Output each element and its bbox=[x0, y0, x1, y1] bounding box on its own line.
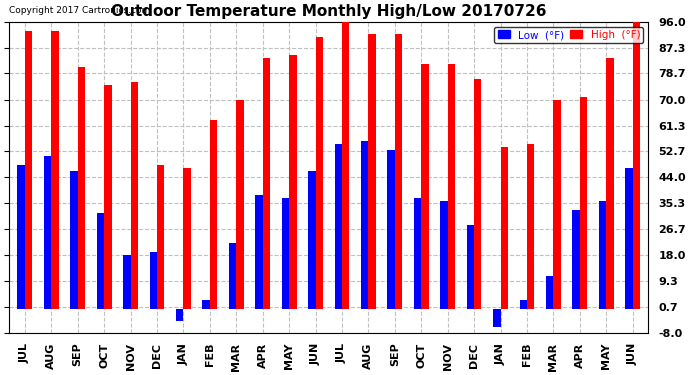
Bar bbox=[308, 171, 315, 309]
Bar bbox=[263, 58, 270, 309]
Bar bbox=[210, 120, 217, 309]
Bar bbox=[70, 171, 78, 309]
Bar bbox=[184, 168, 191, 309]
Bar bbox=[573, 210, 580, 309]
Bar bbox=[414, 198, 421, 309]
Bar bbox=[342, 16, 349, 309]
Bar bbox=[202, 300, 210, 309]
Bar bbox=[448, 64, 455, 309]
Bar bbox=[395, 34, 402, 309]
Title: Outdoor Temperature Monthly High/Low 20170726: Outdoor Temperature Monthly High/Low 201… bbox=[111, 4, 546, 19]
Bar bbox=[633, 22, 640, 309]
Bar bbox=[440, 201, 448, 309]
Bar bbox=[282, 198, 289, 309]
Bar bbox=[500, 147, 508, 309]
Bar bbox=[25, 31, 32, 309]
Bar bbox=[625, 168, 633, 309]
Text: Copyright 2017 Cartronics.com: Copyright 2017 Cartronics.com bbox=[9, 6, 150, 15]
Bar bbox=[520, 300, 527, 309]
Bar bbox=[150, 252, 157, 309]
Bar bbox=[176, 309, 184, 321]
Bar bbox=[104, 85, 112, 309]
Bar bbox=[124, 255, 130, 309]
Bar bbox=[315, 37, 323, 309]
Bar bbox=[474, 79, 482, 309]
Bar bbox=[368, 34, 376, 309]
Bar bbox=[78, 67, 85, 309]
Bar bbox=[466, 225, 474, 309]
Legend: Low  (°F), High  (°F): Low (°F), High (°F) bbox=[495, 27, 643, 43]
Bar bbox=[130, 82, 138, 309]
Bar bbox=[387, 150, 395, 309]
Bar bbox=[361, 141, 368, 309]
Bar bbox=[44, 156, 51, 309]
Bar bbox=[157, 165, 164, 309]
Bar bbox=[51, 31, 59, 309]
Bar bbox=[17, 165, 25, 309]
Bar bbox=[546, 276, 553, 309]
Bar bbox=[229, 243, 236, 309]
Bar bbox=[421, 64, 428, 309]
Bar bbox=[599, 201, 607, 309]
Bar bbox=[580, 96, 587, 309]
Bar bbox=[289, 55, 297, 309]
Bar bbox=[255, 195, 263, 309]
Bar bbox=[97, 213, 104, 309]
Bar bbox=[493, 309, 500, 327]
Bar bbox=[236, 99, 244, 309]
Bar bbox=[553, 99, 561, 309]
Bar bbox=[527, 144, 534, 309]
Bar bbox=[607, 58, 613, 309]
Bar bbox=[335, 144, 342, 309]
